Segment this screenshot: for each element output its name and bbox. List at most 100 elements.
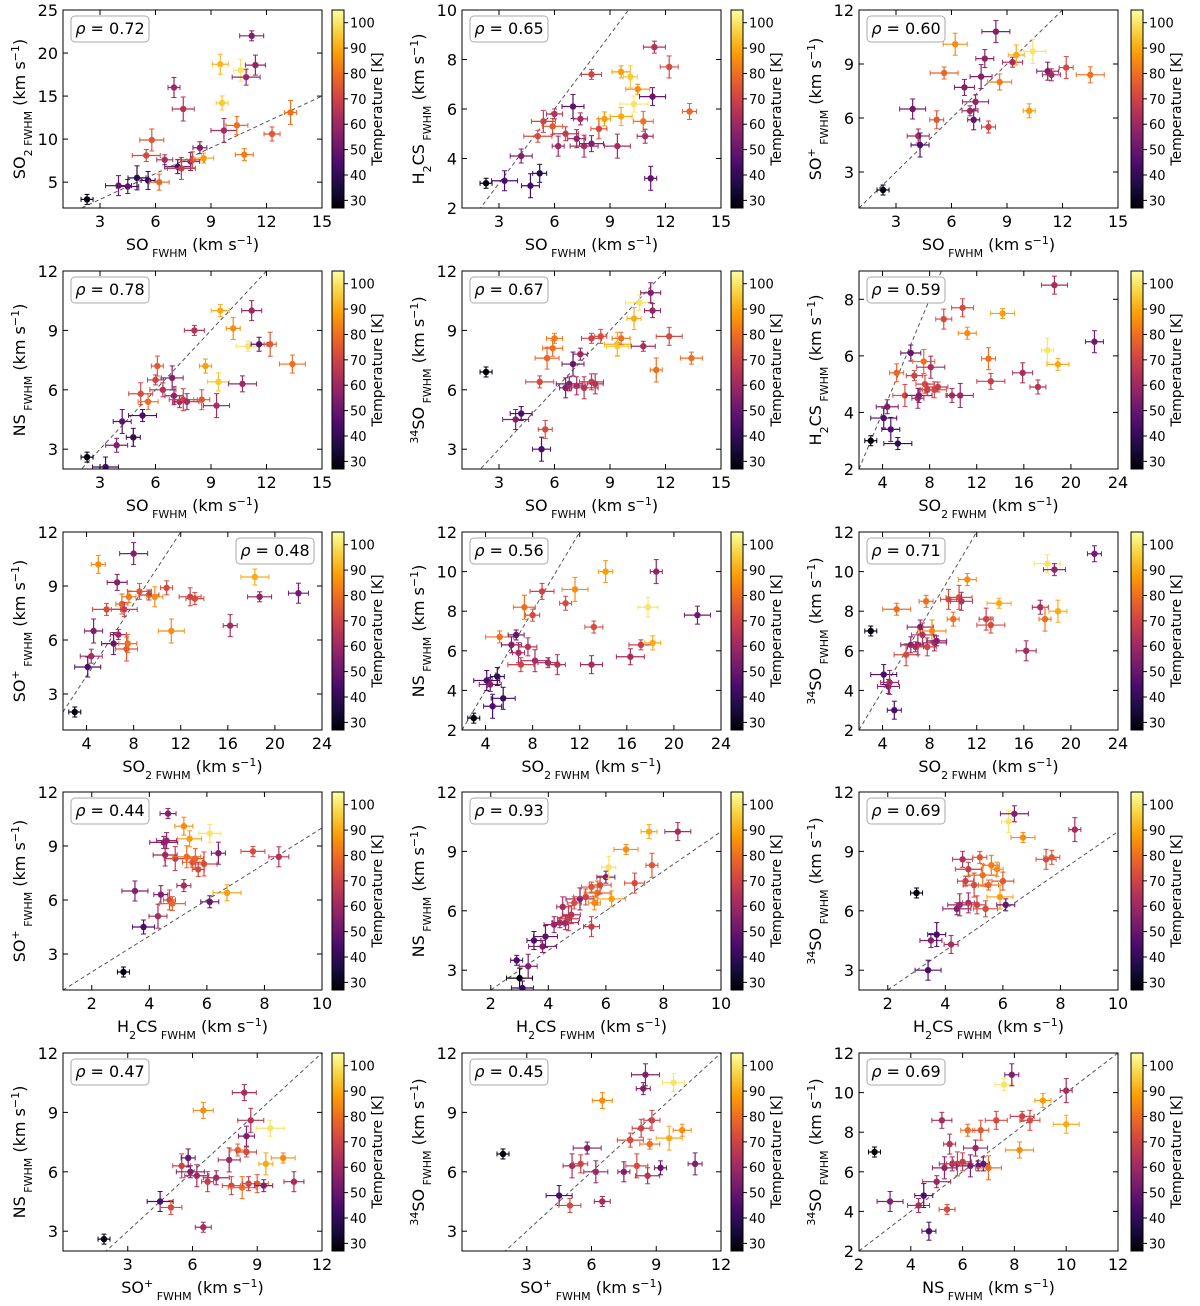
data-point [577,115,584,123]
data-point [666,1134,673,1142]
colorbar [331,531,345,731]
data-point [973,901,981,909]
data-point [884,403,891,410]
data-point [938,1117,946,1124]
data-point [678,1127,686,1134]
data-point [602,873,610,881]
colorbar [1130,9,1144,209]
data-point [538,446,545,453]
y-tick-label: 12 [834,523,854,542]
data-point [993,866,1001,873]
colorbar-tick-label: 80 [1149,328,1166,343]
y-tick-label: 6 [447,381,457,400]
data-point [886,1198,894,1205]
data-point [640,343,647,350]
data-point [985,881,992,889]
data-point [644,604,652,611]
colorbar-tick-label: 60 [350,900,367,915]
data-point [933,116,940,124]
data-point [113,442,120,449]
colorbar-tick-label: 100 [749,799,774,814]
colorbar-tick-label: 80 [350,849,367,864]
x-tick-label: 16 [1014,473,1034,492]
data-point [985,355,992,362]
y-tick-label: 6 [48,381,58,400]
one-to-one-line [63,532,182,713]
data-point [243,1148,250,1156]
data-point [206,830,213,837]
x-tick-label: 6 [549,212,559,231]
x-tick-label: 10 [711,994,731,1013]
data-point [223,889,231,896]
one-to-one-line [886,831,1118,990]
y-tick-label: 6 [844,347,854,366]
data-point [499,1150,507,1158]
data-point [156,1198,164,1205]
data-point [494,673,501,680]
y-tick-label: 4 [447,150,457,169]
data-point [213,402,220,409]
x-tick-label: 8 [658,994,668,1013]
colorbar-tick-label: 60 [1149,640,1166,655]
x-tick-label: 12 [967,473,987,492]
data-point [516,974,523,982]
data-point [1063,1121,1070,1128]
data-point [646,1140,653,1148]
y-tick-label: 12 [437,1044,457,1063]
colorbar-tick-label: 70 [1149,93,1166,108]
x-axis-label: SO+ FWHM (km s−1) [121,1277,264,1303]
plot-area [479,10,698,208]
data-point [631,879,638,887]
data-point [241,1089,248,1096]
colorbar-tick-label: 90 [749,564,766,579]
data-point [508,641,515,649]
x-tick-label: 16 [1014,734,1034,753]
x-tick-label: 20 [1061,473,1081,492]
data-point [996,893,1004,901]
colorbar-tick-label: 40 [1149,430,1166,445]
colorbar-tick-label: 90 [350,1085,367,1100]
x-tick-label: 6 [946,212,956,231]
data-point [595,125,603,132]
rho-label: ρ = 0.47 [75,1062,144,1081]
data-point [959,1158,966,1166]
data-point [976,854,984,861]
colorbar [730,270,744,470]
data-point [251,573,259,581]
data-point [536,170,543,177]
x-tick-label: 3 [494,212,504,231]
data-point [893,369,900,377]
colorbar-tick-label: 70 [1149,354,1166,369]
data-point [130,434,137,441]
data-point [995,600,1003,607]
data-point [178,1162,185,1170]
data-point [940,315,947,323]
data-point [988,862,995,869]
data-point [605,864,612,871]
rho-label: ρ = 0.60 [871,19,940,38]
x-tick-label: 20 [664,734,684,753]
data-point [113,579,121,586]
data-point [144,398,152,405]
colorbar-tick-label: 40 [749,169,766,184]
y-tick-label: 6 [844,109,854,128]
data-point [927,363,935,371]
data-point [1008,1071,1016,1078]
data-point [627,653,634,660]
data-point [539,943,546,950]
data-point [590,623,598,631]
colorbar-tick-label: 70 [350,354,367,369]
colorbar-tick-label: 50 [749,926,766,941]
y-tick-label: 9 [844,842,854,861]
data-point [489,703,496,710]
plot-area [489,822,721,990]
data-point [1005,818,1012,825]
data-point [161,851,169,859]
colorbar-tick-label: 30 [350,455,367,470]
data-point [880,414,887,422]
data-point [161,156,168,163]
colorbar [730,791,744,991]
colorbar-tick-label: 100 [1149,17,1174,32]
colorbar-tick-label: 80 [350,328,367,343]
colorbar-tick-label: 70 [350,615,367,630]
